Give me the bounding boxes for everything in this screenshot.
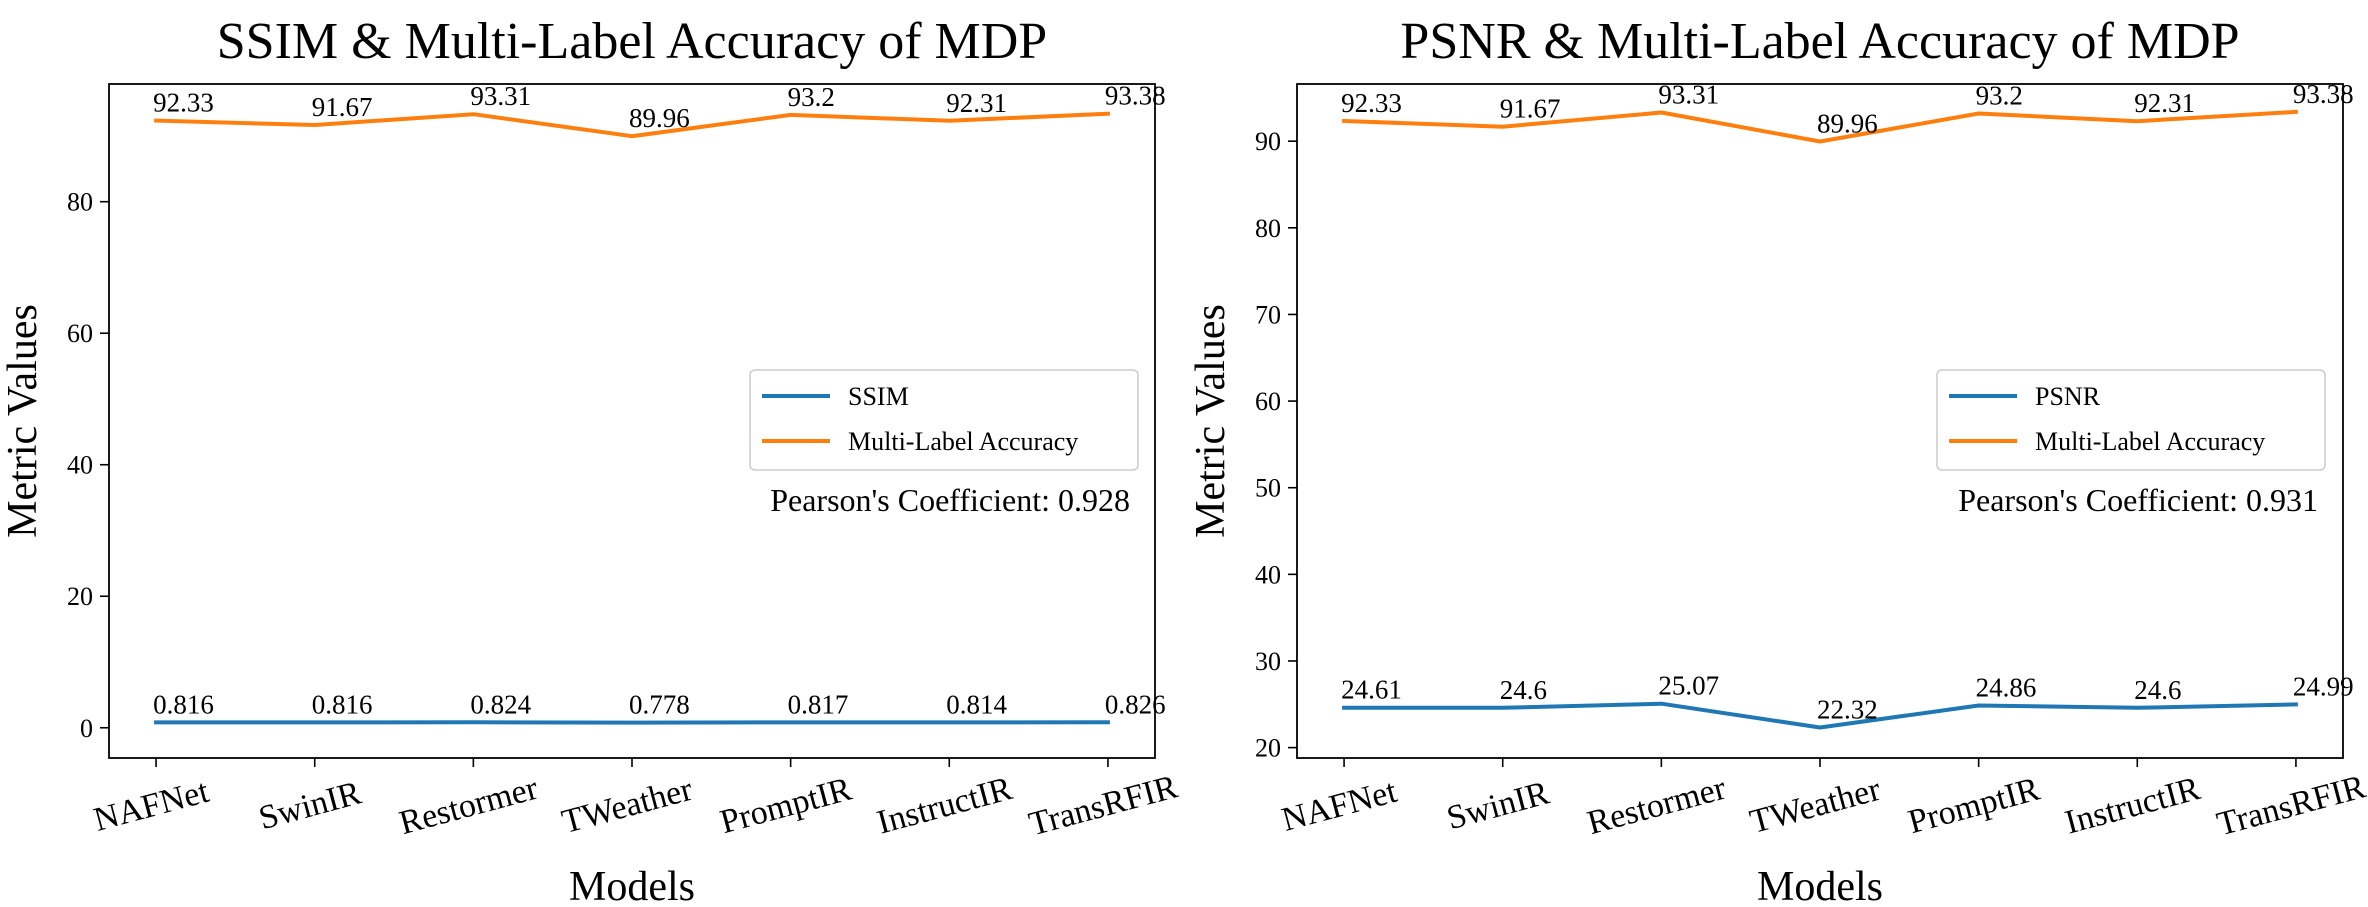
x-axis-label: Models — [1757, 864, 1883, 907]
data-label: 92.33 — [153, 88, 214, 118]
series-line-multi-label-accuracy — [1342, 109, 2299, 144]
y-tick-label: 80 — [1255, 214, 1281, 243]
y-tick-label: 0 — [80, 714, 93, 743]
legend-entry: Multi-Label Accuracy — [848, 427, 1078, 456]
data-label: 89.96 — [1817, 109, 1878, 139]
chart-title: SSIM & Multi-Label Accuracy of MDP — [217, 13, 1047, 70]
x-tick-label: Restormer — [395, 769, 542, 842]
y-tick-label: 20 — [1255, 734, 1281, 763]
y-tick-label: 80 — [67, 188, 93, 217]
legend-box — [749, 369, 1139, 471]
data-label: 25.07 — [1658, 671, 1719, 701]
data-label: 92.31 — [2134, 88, 2195, 118]
x-tick-label: TransRFIR — [1025, 768, 1182, 843]
y-tick-label: 70 — [1255, 300, 1281, 329]
data-label: 91.67 — [1500, 94, 1561, 124]
x-tick-label: TWeather — [558, 771, 697, 841]
legend-entry: PSNR — [2035, 382, 2101, 411]
x-tick-label: SwinIR — [1443, 774, 1553, 837]
x-axis-label: Models — [569, 864, 695, 907]
plot-frame — [1296, 83, 2344, 759]
data-label: 0.816 — [153, 689, 214, 719]
data-label: 22.32 — [1817, 695, 1878, 725]
data-label: 89.96 — [629, 103, 690, 133]
data-label: 0.824 — [470, 689, 531, 719]
data-label: 92.33 — [1341, 88, 1402, 118]
data-label: 93.2 — [1976, 80, 2023, 110]
y-tick-label: 90 — [1255, 127, 1281, 156]
data-label: 91.67 — [312, 92, 373, 122]
y-tick-label: 50 — [1255, 474, 1281, 503]
data-label: 24.86 — [1976, 673, 2037, 703]
data-label: 24.6 — [1500, 675, 1547, 705]
pearson-annotation: Pearson's Coefficient: 0.928 — [770, 482, 1130, 518]
data-label: 93.2 — [788, 82, 835, 112]
data-label: 92.31 — [946, 88, 1007, 118]
x-tick-label: InstructIR — [873, 770, 1016, 842]
plot-frame — [108, 83, 1156, 759]
y-tick-label: 40 — [67, 451, 93, 480]
data-label: 24.61 — [1341, 675, 1402, 705]
y-tick-label: 60 — [1255, 387, 1281, 416]
y-tick-label: 60 — [67, 319, 93, 348]
x-tick-label: NAFNet — [90, 773, 213, 839]
data-label: 24.99 — [2293, 671, 2354, 701]
pearson-annotation: Pearson's Coefficient: 0.931 — [1958, 482, 2318, 518]
legend-entry: Multi-Label Accuracy — [2035, 427, 2265, 456]
data-label: 0.817 — [788, 689, 849, 719]
x-tick-label: TransRFIR — [2213, 768, 2368, 843]
x-tick-label: NAFNet — [1278, 773, 1401, 839]
series-line-multi-label-accuracy — [154, 111, 1110, 139]
legend-box — [1936, 369, 2326, 471]
data-label: 24.6 — [2134, 675, 2181, 705]
x-tick-label: SwinIR — [255, 774, 365, 837]
data-label: 0.816 — [312, 689, 373, 719]
chart-panel-2: PSNR & Multi-Label Accuracy of MDP 20 30 40… — [1188, 13, 2368, 907]
data-label: 0.814 — [946, 689, 1007, 719]
x-tick-label: PromptIR — [716, 771, 855, 842]
y-tick-label: 20 — [67, 582, 93, 611]
y-axis-label: Metric Values — [1188, 304, 1234, 538]
data-label: 93.31 — [470, 81, 531, 111]
data-label: 93.38 — [1105, 81, 1166, 111]
x-tick-label: TWeather — [1746, 771, 1885, 841]
data-label: 0.826 — [1105, 689, 1166, 719]
data-label: 0.778 — [629, 690, 690, 720]
x-tick-label: Restormer — [1583, 769, 1730, 842]
x-tick-label: InstructIR — [2061, 770, 2204, 842]
x-tick-label: PromptIR — [1904, 771, 2043, 842]
y-tick-label: 40 — [1255, 560, 1281, 589]
chart-title: PSNR & Multi-Label Accuracy of MDP — [1400, 13, 2239, 70]
y-axis-label: Metric Values — [0, 304, 46, 538]
chart-panel-1: SSIM & Multi-Label Accuracy of MDP 0 20 40 6… — [0, 13, 1182, 907]
legend-entry: SSIM — [848, 382, 909, 411]
y-tick-label: 30 — [1255, 647, 1281, 676]
